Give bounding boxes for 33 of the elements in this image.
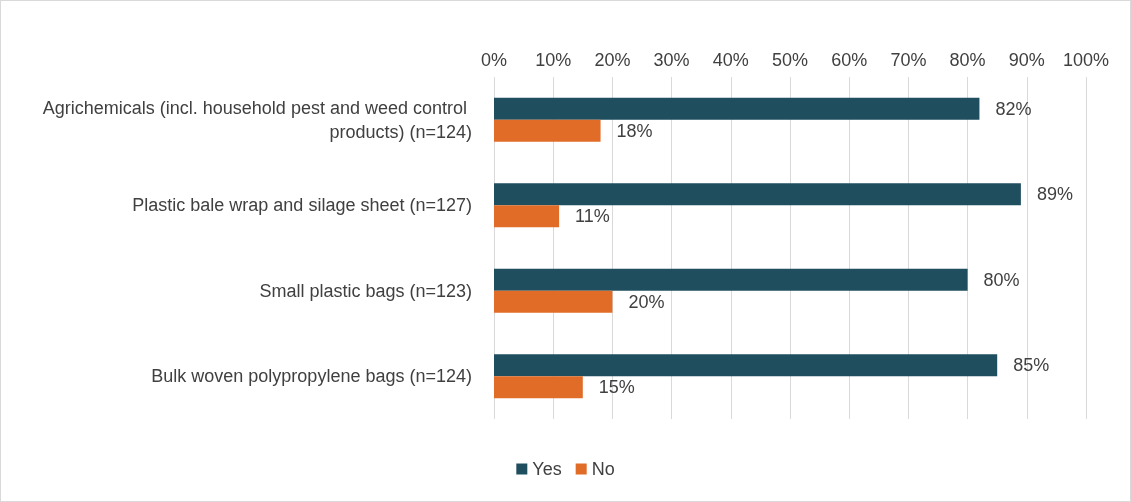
data-label: 18%	[616, 120, 653, 141]
y-tick-label: Agrichemicals (incl. household pest and weed control products) (n=124)	[42, 97, 472, 142]
data-label: 11%	[575, 206, 610, 227]
bar	[494, 290, 613, 313]
bar	[494, 354, 998, 377]
x-tick-label: 0%	[480, 50, 508, 70]
x-tick-label: 40%	[712, 50, 749, 70]
data-label: 85%	[1013, 355, 1050, 376]
x-tick-label: 90%	[1008, 50, 1045, 70]
data-label: 15%	[598, 377, 635, 398]
legend-label: Yes	[532, 459, 562, 479]
bar	[494, 268, 968, 291]
bar	[494, 376, 583, 399]
data-label: 82%	[995, 98, 1032, 119]
y-tick-label: Plastic bale wrap and silage sheet (n=127)	[132, 195, 472, 216]
bar	[494, 97, 980, 120]
y-tick-label: Small plastic bags (n=123)	[259, 280, 472, 301]
data-label: 89%	[1036, 184, 1073, 205]
x-tick-label: 60%	[831, 50, 868, 70]
x-tick-label: 100%	[1062, 50, 1110, 70]
bar	[494, 205, 560, 228]
data-label: 20%	[628, 291, 665, 312]
x-tick-label: 20%	[594, 50, 631, 70]
x-tick-label: 80%	[949, 50, 986, 70]
x-tick-label: 50%	[771, 50, 809, 70]
bar	[494, 119, 601, 142]
bar	[494, 183, 1021, 206]
y-tick-label: Bulk woven polypropylene bags (n=124)	[151, 366, 472, 387]
x-tick-label: 30%	[653, 50, 690, 70]
legend-label: No	[591, 459, 615, 479]
data-label: 80%	[983, 269, 1020, 290]
x-tick-label: 10%	[535, 50, 572, 70]
x-tick-label: 70%	[890, 50, 927, 70]
